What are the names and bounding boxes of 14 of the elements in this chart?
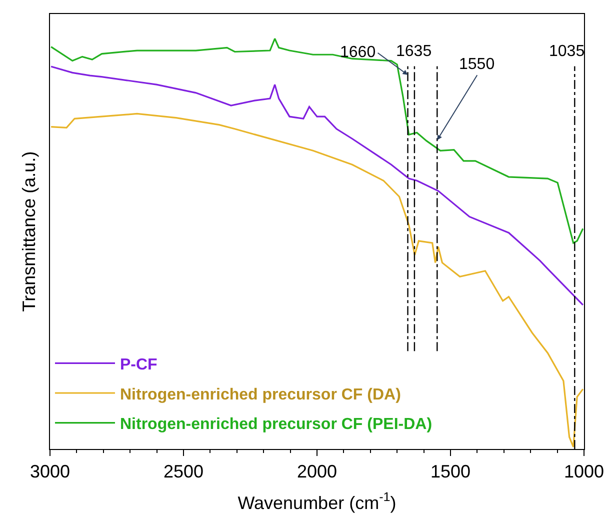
x-tick-label: 2000 [296,462,338,482]
legend-label: Nitrogen-enriched precursor CF (DA) [120,386,401,404]
ref-line-label: 1660 [340,44,376,61]
x-tick-label: 1000 [564,462,604,482]
x-axis-title: Wavenumber (cm$^{-1}$) [238,490,396,513]
x-tick-label: 3000 [30,462,70,482]
legend-label: Nitrogen-enriched precursor CF (PEI-DA) [120,416,432,434]
ref-line-label: 1035 [549,43,585,60]
y-axis-title: Transmittance (a.u.) [19,151,40,312]
legend-label: P-CF [120,356,158,374]
ref-line-label: 1635 [396,43,432,60]
x-tick-label: 2500 [163,462,204,482]
x-tick-label: 1500 [430,462,471,482]
ref-line-label: 1550 [459,56,495,73]
